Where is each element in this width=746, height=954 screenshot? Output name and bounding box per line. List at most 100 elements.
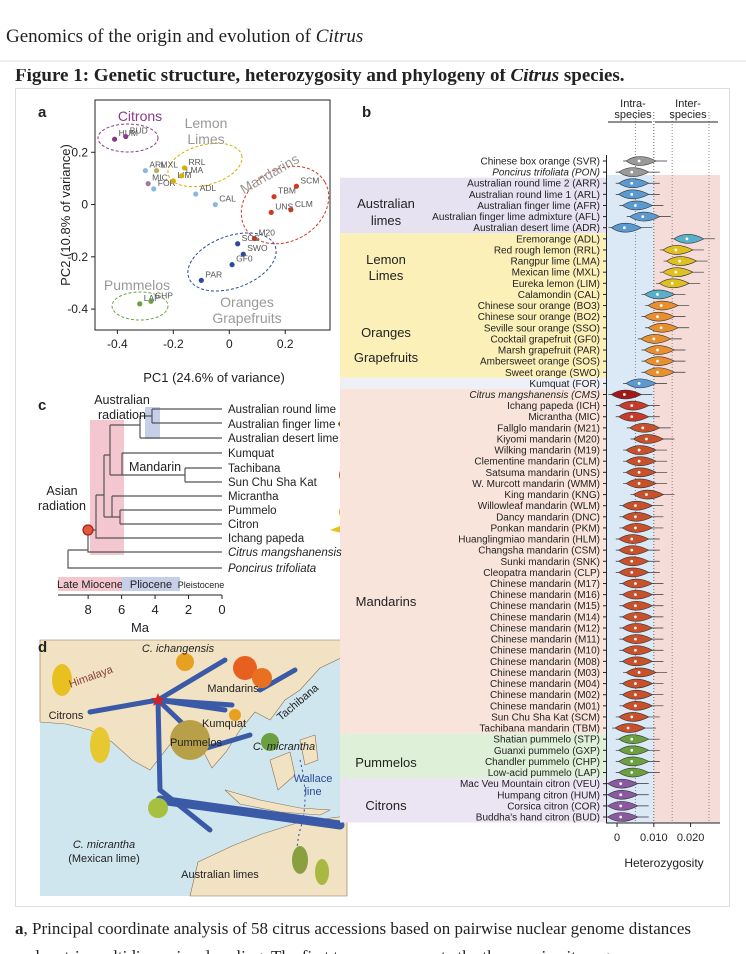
point-label: TBM bbox=[278, 186, 296, 196]
caption-line: and metric multidimensional scaling. The… bbox=[15, 947, 647, 954]
group-label: Oranges bbox=[361, 325, 411, 340]
x-tick-label: 6 bbox=[118, 602, 125, 617]
violin bbox=[607, 801, 639, 811]
accession-label: Chinese mandarin (M04) bbox=[490, 679, 600, 690]
group-label: limes bbox=[371, 213, 402, 228]
x-tick-label: 4 bbox=[151, 602, 158, 617]
group-band bbox=[340, 377, 607, 389]
heading-clip bbox=[0, 60, 746, 69]
point-label: M20 bbox=[258, 228, 275, 238]
violin bbox=[621, 678, 654, 689]
accession-label: Chinese mandarin (M02) bbox=[490, 690, 600, 701]
group-label: Lemon bbox=[366, 252, 406, 267]
violin bbox=[618, 556, 650, 567]
taxon-label: Australian finger lime bbox=[228, 419, 335, 431]
place-label: Citrons bbox=[49, 710, 84, 722]
accession-label: Corsica citron (COR) bbox=[507, 801, 600, 812]
taxon-label: Australian desert lime bbox=[228, 433, 339, 445]
violin bbox=[643, 345, 676, 355]
pc-point bbox=[170, 178, 176, 184]
accession-label: W. Murcott mandarin (WMM) bbox=[472, 479, 600, 490]
median bbox=[634, 604, 637, 608]
violin bbox=[610, 222, 643, 233]
median bbox=[637, 671, 641, 674]
group-band bbox=[340, 177, 607, 234]
pc-point bbox=[111, 136, 118, 142]
group-label: Australian bbox=[357, 196, 415, 211]
median bbox=[630, 760, 634, 763]
pc-point bbox=[235, 241, 241, 247]
violin bbox=[643, 356, 676, 366]
islands bbox=[224, 734, 332, 816]
median bbox=[630, 404, 634, 408]
median bbox=[634, 637, 637, 641]
asian-radiation-band bbox=[90, 420, 124, 555]
accession-label: Ponkan mandarin (PKM) bbox=[491, 523, 601, 534]
median bbox=[630, 170, 634, 174]
clade-label: Mandarin bbox=[129, 460, 181, 474]
violin bbox=[618, 712, 650, 722]
group-label: Limes bbox=[187, 131, 224, 147]
accession-label: Chinese mandarin (M12) bbox=[490, 623, 600, 634]
violin bbox=[621, 600, 654, 611]
panel-label: b bbox=[362, 104, 371, 121]
median bbox=[637, 448, 641, 452]
median bbox=[619, 815, 623, 819]
group-band bbox=[340, 233, 607, 378]
pc-point bbox=[268, 209, 274, 215]
point-label: SWO bbox=[247, 243, 268, 253]
group-outline bbox=[240, 165, 330, 245]
median bbox=[626, 726, 630, 730]
accession-label: Australian finger lime admixture (AFL) bbox=[432, 212, 600, 223]
pc-point bbox=[142, 167, 148, 174]
accession-label: Chinese mandarin (M14) bbox=[490, 612, 600, 623]
group-label: Grapefruits bbox=[212, 310, 281, 326]
x-tick-label: -0.4 bbox=[107, 337, 128, 351]
pc-point bbox=[198, 277, 204, 283]
caption-line: , Principal coordinate analysis of 58 ci… bbox=[24, 919, 692, 938]
accession-label: Kumquat (FOR) bbox=[529, 379, 600, 390]
place-label: (Mexican lime) bbox=[68, 853, 140, 865]
figure-heading: Figure 1: Genetic structure, heterozygos… bbox=[15, 65, 625, 86]
median bbox=[674, 248, 678, 252]
place-label: Pummelos bbox=[170, 737, 222, 749]
accession-label: Mac Veu Mountain citron (VEU) bbox=[460, 779, 600, 790]
violin bbox=[607, 812, 639, 822]
median bbox=[656, 348, 659, 352]
accession-label: Guanxi pummelo (GXP) bbox=[494, 746, 600, 757]
median bbox=[630, 715, 634, 719]
accession-label: Chinese mandarin (M10) bbox=[490, 646, 600, 657]
accession-label: Australian round lime 1 (ARL) bbox=[469, 190, 600, 201]
group-outline bbox=[111, 291, 169, 321]
violin bbox=[662, 245, 694, 255]
group-outline bbox=[97, 123, 159, 153]
point-label: GF0 bbox=[236, 254, 253, 264]
point-label: HUM bbox=[119, 128, 138, 138]
violin bbox=[607, 778, 639, 789]
point-label: CHP bbox=[155, 290, 173, 300]
accession-label: Australian desert lime (ADR) bbox=[473, 223, 600, 234]
violin bbox=[621, 701, 654, 711]
taxon-label: Australian round lime bbox=[228, 404, 336, 416]
violin bbox=[621, 589, 654, 600]
median bbox=[659, 304, 663, 307]
violin bbox=[618, 545, 650, 555]
y-axis-label: PC2 (10.8% of variance) bbox=[58, 144, 73, 286]
accession-label: Micrantha (MIC) bbox=[528, 412, 600, 423]
accession-label: Chinese mandarin (M03) bbox=[490, 668, 600, 679]
accession-label: Chinese mandarin (M01) bbox=[490, 701, 600, 712]
median bbox=[656, 359, 659, 363]
median bbox=[637, 482, 641, 485]
x-axis-label: PC1 (24.6% of variance) bbox=[143, 370, 285, 385]
median bbox=[656, 315, 659, 319]
violin bbox=[625, 445, 657, 455]
violin bbox=[643, 289, 676, 300]
point-label: SOS bbox=[242, 233, 260, 243]
violin bbox=[618, 167, 650, 177]
epoch-label: Pliocene bbox=[130, 579, 172, 591]
accession-label: Cleopatra mandarin (CLP) bbox=[483, 568, 600, 579]
point-label: LIM bbox=[177, 170, 191, 180]
accession-label: Chinese box orange (SVR) bbox=[480, 157, 600, 168]
violin bbox=[618, 400, 650, 411]
